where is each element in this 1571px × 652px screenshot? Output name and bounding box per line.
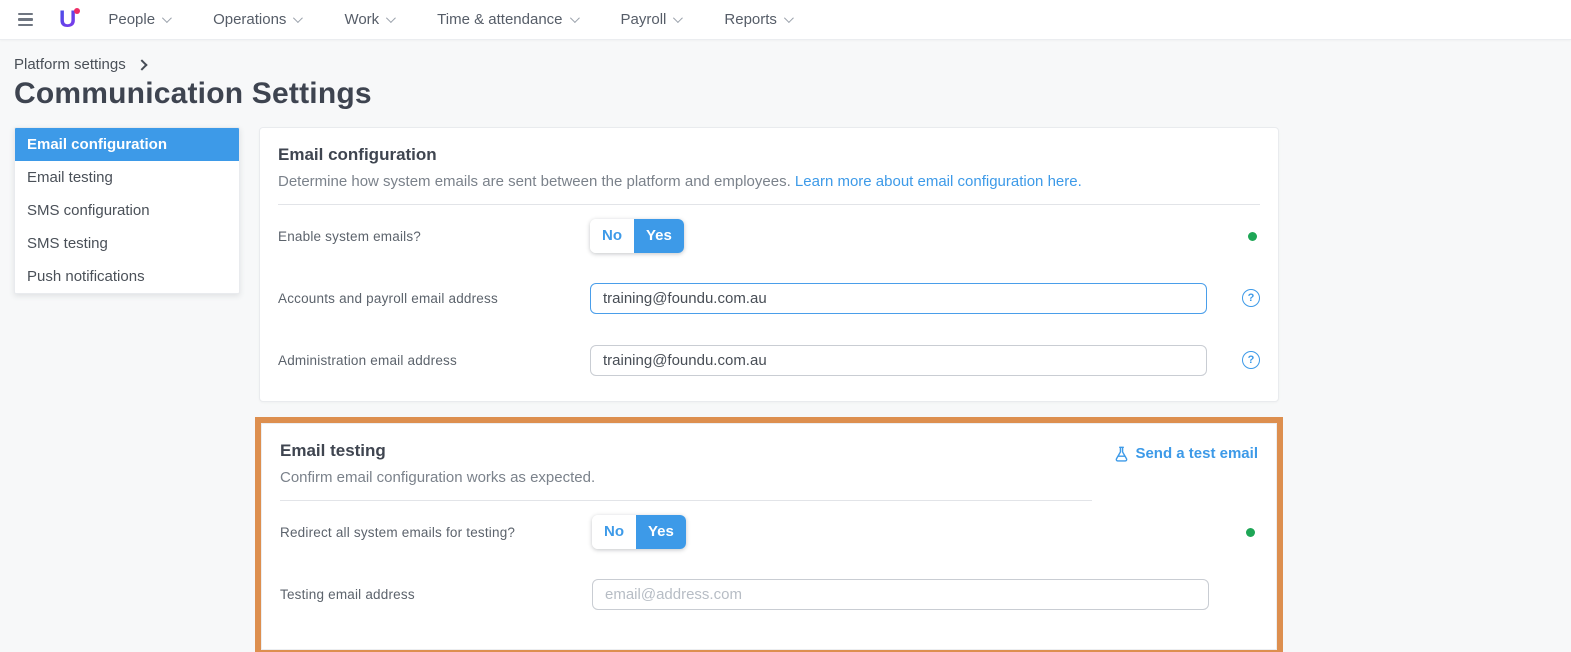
field-label: Redirect all system emails for testing? <box>280 524 516 540</box>
chevron-right-icon <box>136 58 148 71</box>
chevron-down-icon <box>386 13 397 24</box>
status-green-dot <box>1246 527 1255 537</box>
nav-item-operations[interactable]: Operations <box>213 11 304 28</box>
breadcrumb-platform-settings[interactable]: Platform settings <box>14 56 126 73</box>
description-text: Determine how system emails are sent bet… <box>278 173 791 190</box>
nav-item-reports[interactable]: Reports <box>724 11 794 28</box>
chevron-down-icon <box>569 13 580 24</box>
field-label: Testing email address <box>280 586 415 602</box>
status-green-dot <box>1248 231 1257 241</box>
page-content: Platform settings Communication Settings… <box>0 40 1571 652</box>
sidebar-item-sms-configuration[interactable]: SMS configuration <box>27 202 150 219</box>
nav-label: Operations <box>213 11 287 28</box>
chevron-down-icon <box>293 13 304 24</box>
field-label: Administration email address <box>278 352 457 368</box>
settings-sidebar: Email configuration Email testing SMS co… <box>14 127 240 294</box>
chevron-down-icon <box>783 13 794 24</box>
card-description: Determine how system emails are sent bet… <box>278 173 1260 190</box>
administration-email-row: Administration email address ? <box>278 329 1260 391</box>
logo-letter: U <box>59 5 77 33</box>
testing-email-row: Testing email address <box>280 563 1258 625</box>
toggle-no-option[interactable]: No <box>590 219 634 253</box>
nav-label: Time & attendance <box>437 11 563 28</box>
logo-dot <box>74 7 81 14</box>
nav-item-payroll[interactable]: Payroll <box>620 11 684 28</box>
redirect-emails-toggle[interactable]: No Yes <box>592 515 686 549</box>
field-label: Enable system emails? <box>278 228 422 244</box>
sidebar-item-sms-testing[interactable]: SMS testing <box>27 235 108 252</box>
accounts-payroll-email-input[interactable] <box>590 282 1207 314</box>
enable-system-emails-toggle[interactable]: No Yes <box>590 219 684 253</box>
sidebar-item-email-testing[interactable]: Email testing <box>27 169 113 186</box>
nav-label: People <box>108 11 156 28</box>
page-title: Communication Settings <box>14 77 372 110</box>
hamburger-menu-icon[interactable] <box>18 12 33 27</box>
sidebar-item-email-configuration[interactable]: Email configuration <box>15 128 239 161</box>
help-icon[interactable]: ? <box>1242 351 1260 369</box>
field-label: Accounts and payroll email address <box>278 290 498 306</box>
nav-item-work[interactable]: Work <box>344 11 397 28</box>
chevron-down-icon <box>673 13 684 24</box>
nav-label: Reports <box>724 11 777 28</box>
toggle-yes-option[interactable]: Yes <box>636 515 686 549</box>
divider <box>278 204 1260 205</box>
toggle-no-option[interactable]: No <box>592 515 636 549</box>
divider <box>280 500 1092 501</box>
nav-label: Work <box>344 11 380 28</box>
send-test-email-label: Send a test email <box>1135 445 1258 462</box>
sidebar-item-push-notifications[interactable]: Push notifications <box>27 268 145 285</box>
enable-system-emails-row: Enable system emails? No Yes <box>278 205 1260 267</box>
nav-label: Payroll <box>620 11 667 28</box>
send-test-email-link[interactable]: Send a test email <box>1114 445 1258 462</box>
redirect-emails-row: Redirect all system emails for testing? … <box>280 501 1258 563</box>
flask-icon <box>1116 446 1128 462</box>
nav-item-time-attendance[interactable]: Time & attendance <box>437 11 580 28</box>
administration-email-input[interactable] <box>590 344 1207 376</box>
learn-more-link[interactable]: Learn more about email configuration her… <box>794 173 1082 190</box>
card-title: Email testing <box>280 441 386 460</box>
highlight-border: Email testing Confirm email configuratio… <box>255 417 1283 652</box>
toggle-yes-option[interactable]: Yes <box>634 219 684 253</box>
help-icon[interactable]: ? <box>1242 289 1260 307</box>
settings-main: Email configuration Determine how system… <box>255 127 1283 652</box>
breadcrumb: Platform settings <box>14 52 1557 75</box>
top-navigation-bar: U People Operations Work Time & attendan… <box>0 0 1571 40</box>
card-description: Confirm email configuration works as exp… <box>280 469 596 486</box>
email-configuration-card: Email configuration Determine how system… <box>259 127 1279 402</box>
foundu-logo[interactable]: U <box>59 5 81 33</box>
email-testing-card: Email testing Confirm email configuratio… <box>261 423 1277 650</box>
testing-email-input[interactable] <box>592 578 1209 610</box>
chevron-down-icon <box>162 13 172 24</box>
accounts-payroll-email-row: Accounts and payroll email address ? <box>278 267 1260 329</box>
card-title: Email configuration <box>278 145 437 164</box>
nav-item-people[interactable]: People <box>108 11 172 28</box>
main-nav: People Operations Work Time & attendance… <box>108 11 794 28</box>
